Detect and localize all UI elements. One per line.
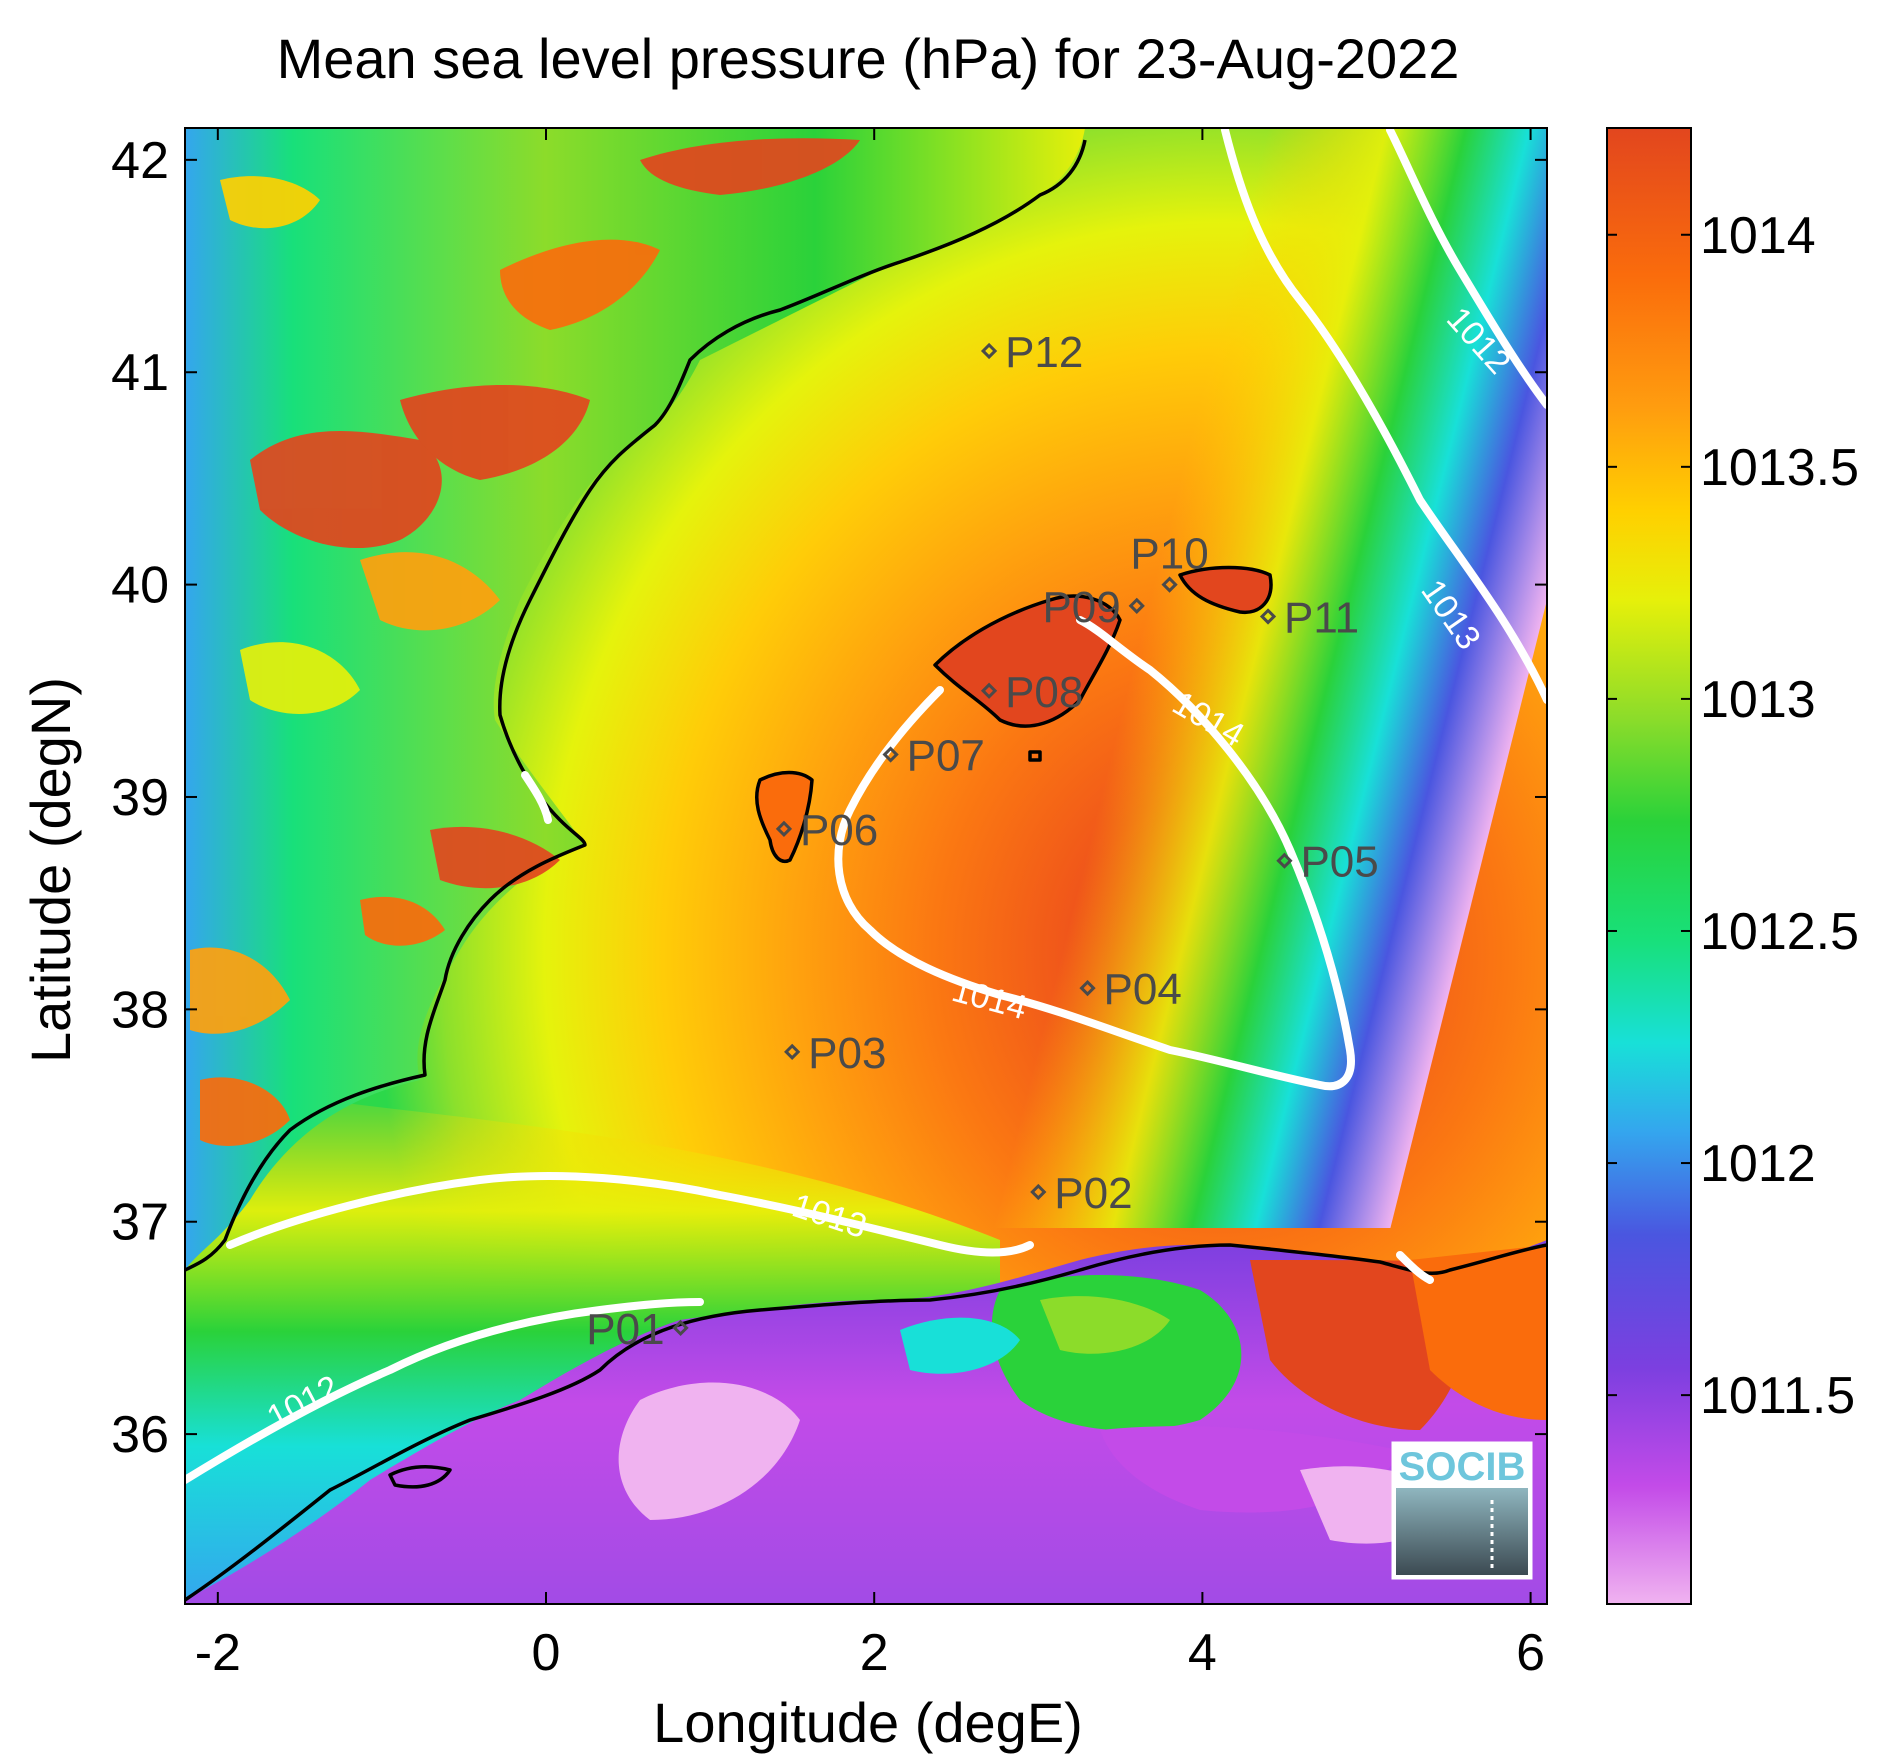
y-tick-label: 36 [111,1406,169,1464]
colorbar-gradient [1606,127,1692,1605]
contour-1012-east [1386,128,1547,409]
contour-1013-east [1221,128,1547,704]
station-label: P05 [1300,838,1378,887]
colorbar-tick-label: 1013 [1700,671,1816,729]
menorca-land [1180,567,1271,613]
y-tick-label: 41 [111,344,169,402]
east-pressure-gradient [993,128,1547,1228]
y-axis: 36 37 38 39 40 41 42 [111,132,1547,1464]
africa-relief [618,1245,1547,1544]
station-marker [980,682,998,699]
station-label: P01 [586,1305,664,1354]
station-label: P03 [808,1029,886,1078]
station-marker [775,820,793,837]
contour-1013-south [226,1172,1034,1257]
station-marker [980,342,998,360]
x-axis: -2 0 2 4 6 [195,128,1545,1682]
station-marker [1276,852,1293,869]
socib-logo-text: SOCIB [1399,1445,1526,1489]
x-tick-label: 6 [1516,1624,1545,1682]
contour-1012-south [185,1298,704,1484]
station-label: P07 [907,732,985,781]
station-label: P06 [800,806,878,855]
station-label: P08 [1005,668,1083,717]
y-tick-label: 40 [111,557,169,615]
chart-title: Mean sea level pressure (hPa) for 23-Aug… [277,27,1460,90]
station-marker [1079,979,1096,997]
station-label: P10 [1130,530,1208,579]
colorbar-tick-label: 1012.5 [1700,903,1859,961]
station-label: P09 [1042,583,1120,632]
colorbar-tick-label: 1012 [1700,1135,1816,1193]
colorbar-tick-label: 1013.5 [1700,439,1859,497]
station-marker [882,746,899,763]
contour-1012-africa [1396,1251,1434,1284]
station-marker [1128,597,1145,614]
x-tick-label: 2 [860,1624,889,1682]
station-marker [1161,576,1178,593]
station-marker [672,1319,689,1337]
mallorca-land [935,596,1120,727]
colorbar-ticks: 1011.5 1012 1012.5 1013 1013.5 1014 [1607,207,1859,1425]
station-marker [1030,1183,1047,1201]
station-label: P02 [1054,1169,1132,1218]
socib-logo: SOCIB [1391,1441,1533,1580]
x-tick-label: 4 [1188,1624,1217,1682]
y-tick-label: 39 [111,769,169,827]
station-label: P12 [1005,328,1083,377]
colorbar-tick-label: 1014 [1700,207,1816,265]
plot-frame [184,127,1548,1605]
coastlines [185,139,1547,1602]
station-marker [1259,608,1277,625]
y-tick-label: 42 [111,132,169,190]
contour-1014 [834,616,1355,1091]
colorbar-tick-label: 1011.5 [1700,1367,1855,1425]
station-marker [784,1043,801,1060]
y-tick-label: 37 [111,1194,169,1252]
contour-1013-west [521,771,552,824]
y-axis-label: Latitude (degN) [19,677,82,1063]
station-label: P11 [1284,593,1359,642]
y-tick-label: 38 [111,981,169,1039]
station-label: P04 [1104,965,1182,1014]
x-tick-label: -2 [195,1624,241,1682]
iberia-relief [190,138,860,1146]
colorbar: 1011.5 1012 1012.5 1013 1013.5 1014 [1606,127,1859,1605]
isobar-contours [185,128,1547,1484]
x-axis-label: Longitude (degE) [653,1691,1083,1754]
x-tick-label: 0 [532,1624,561,1682]
map-plot-area: 1014 1014 1013 1013 1012 1012 P01P02P03P… [185,128,1547,1604]
